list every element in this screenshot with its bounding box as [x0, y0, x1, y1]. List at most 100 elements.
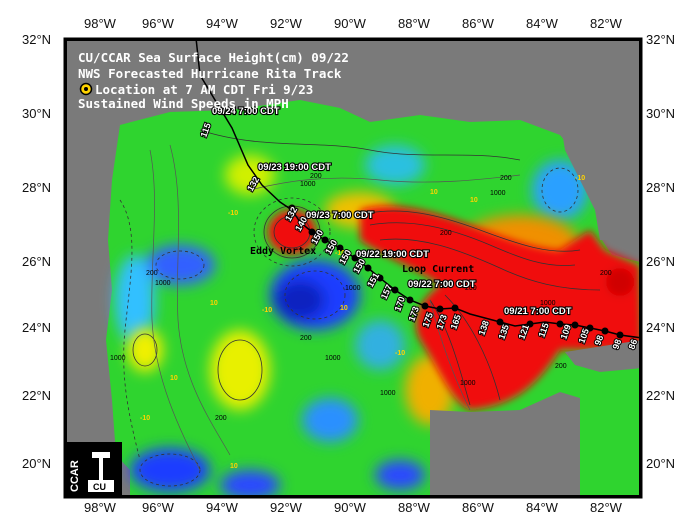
speed-label: 86	[626, 338, 639, 351]
florida-land	[560, 120, 612, 240]
contour-label: 1000	[460, 380, 476, 387]
lat-label: 30°N	[646, 106, 675, 121]
ssh-label: 10	[210, 300, 218, 307]
red-east-edge	[606, 268, 634, 296]
lon-label: 98°W	[84, 500, 117, 514]
contour-label: 200	[465, 285, 477, 292]
lon-labels-top: 98°W 96°W 94°W 92°W 90°W 88°W 86°W 84°W …	[84, 16, 623, 31]
lat-label: 28°N	[22, 180, 51, 195]
track-time-label: 09/22 7:00 CDT	[408, 279, 476, 290]
red-loop-current	[360, 205, 642, 410]
lat-label: 22°N	[22, 388, 51, 403]
contour-labels: 200 200 1000 1000 1000 1000 1000 1000 10…	[110, 173, 612, 422]
lon-label: 90°W	[334, 16, 367, 31]
lon-label: 88°W	[398, 16, 431, 31]
bathymetry-lines	[149, 144, 521, 471]
ssh-label: 10	[340, 305, 348, 312]
lon-label: 98°W	[84, 16, 117, 31]
cyan-center	[355, 320, 405, 370]
blue-low-s	[220, 470, 280, 498]
lon-label: 86°W	[462, 16, 495, 31]
ssh-label: -10	[335, 250, 345, 257]
lon-label: 82°W	[590, 500, 623, 514]
contour-label: 1000	[300, 181, 316, 188]
lon-label: 92°W	[270, 16, 303, 31]
ssh-label: 10	[170, 375, 178, 382]
ssh-label: -10	[575, 175, 585, 182]
contour-label: 200	[555, 363, 567, 370]
lat-label: 20°N	[22, 456, 51, 471]
cuba-land	[565, 340, 642, 372]
ssh-label: -10	[395, 350, 405, 357]
contour-label: 200	[146, 270, 158, 277]
ssh-label: 10	[430, 189, 438, 196]
ssh-label: -10	[228, 210, 238, 217]
lon-label: 84°W	[526, 16, 559, 31]
contour-label: 1000	[110, 355, 126, 362]
cyan-north	[365, 145, 425, 185]
lat-label: 20°N	[646, 456, 675, 471]
contour-label: 1000	[490, 190, 506, 197]
lat-labels-left: 32°N 30°N 28°N 26°N 24°N 22°N 20°N	[22, 32, 51, 471]
lon-label: 82°W	[590, 16, 623, 31]
contour-label: 1000	[155, 280, 171, 287]
ssh-label: 10	[470, 197, 478, 204]
blue-low-sc	[302, 398, 358, 442]
lon-label: 90°W	[334, 500, 367, 514]
wind-legend: Sustained Wind Speeds in MPH	[78, 96, 289, 111]
yucatan-land	[430, 392, 580, 498]
track-time-label: 09/24 7:00 CDT	[212, 106, 280, 117]
contour-label: 200	[440, 230, 452, 237]
lat-label: 26°N	[22, 254, 51, 269]
red-eddy-vortex	[268, 210, 316, 254]
lat-label: 22°N	[646, 388, 675, 403]
contour-label: 200	[500, 175, 512, 182]
blue-low-s2	[375, 460, 425, 490]
map-subtitle: NWS Forecasted Hurricane Rita Track	[78, 66, 342, 81]
contour-label: 200	[300, 335, 312, 342]
contour-label: 200	[215, 415, 227, 422]
ssh-label: 10	[230, 463, 238, 470]
speed-label: 138	[476, 319, 491, 337]
lon-label: 96°W	[142, 500, 175, 514]
lat-label: 32°N	[22, 32, 51, 47]
lat-labels-right: 32°N 30°N 28°N 26°N 24°N 22°N 20°N	[646, 32, 675, 471]
frame-ticks	[64, 38, 642, 498]
lat-label: 24°N	[22, 320, 51, 335]
lat-label: 28°N	[646, 180, 675, 195]
ssh-label: -10	[140, 415, 150, 422]
track-markers	[288, 204, 624, 339]
lon-labels-bottom: 98°W 96°W 94°W 92°W 90°W 88°W 86°W 84°W …	[84, 500, 623, 514]
cyan-west	[115, 255, 155, 345]
yellow-sw	[210, 330, 270, 410]
map-title: CU/CCAR Sea Surface Height(cm) 09/22	[78, 50, 349, 65]
lon-label: 92°W	[270, 500, 303, 514]
eddy-vortex-label: Eddy Vortex	[250, 246, 316, 257]
track-time-label: 09/21 7:00 CDT	[504, 306, 572, 317]
blue-low-core	[275, 280, 325, 320]
lon-label: 94°W	[206, 16, 239, 31]
lat-label: 30°N	[22, 106, 51, 121]
location-legend: Location at 7 AM CDT Fri 9/23	[95, 82, 313, 97]
lat-label: 26°N	[646, 254, 675, 269]
ccar-logo: CCAR CU	[66, 442, 122, 496]
speed-label: 98	[592, 334, 605, 347]
yellow-w	[127, 328, 163, 372]
location-marker-dot	[84, 87, 88, 91]
loop-current-label: Loop Current	[402, 264, 474, 275]
ssh-label: -10	[262, 307, 272, 314]
contour-label: 200	[310, 173, 322, 180]
contour-label: 1000	[540, 300, 556, 307]
contour-label: 1000	[380, 390, 396, 397]
logo-text: CCAR	[69, 460, 81, 492]
blue-low-sw	[130, 448, 210, 492]
lat-label: 32°N	[646, 32, 675, 47]
lon-label: 88°W	[398, 500, 431, 514]
svg-text:CU: CU	[93, 482, 106, 492]
contour-label: 1000	[325, 355, 341, 362]
track-time-label: 09/22 19:00 CDT	[356, 249, 429, 260]
contour-label: 1000	[345, 285, 361, 292]
ssh-labels: -10 10 -10 10 -10 10 10 -10 10 -10 10 -1…	[140, 175, 585, 470]
blue-low-east	[532, 160, 588, 220]
